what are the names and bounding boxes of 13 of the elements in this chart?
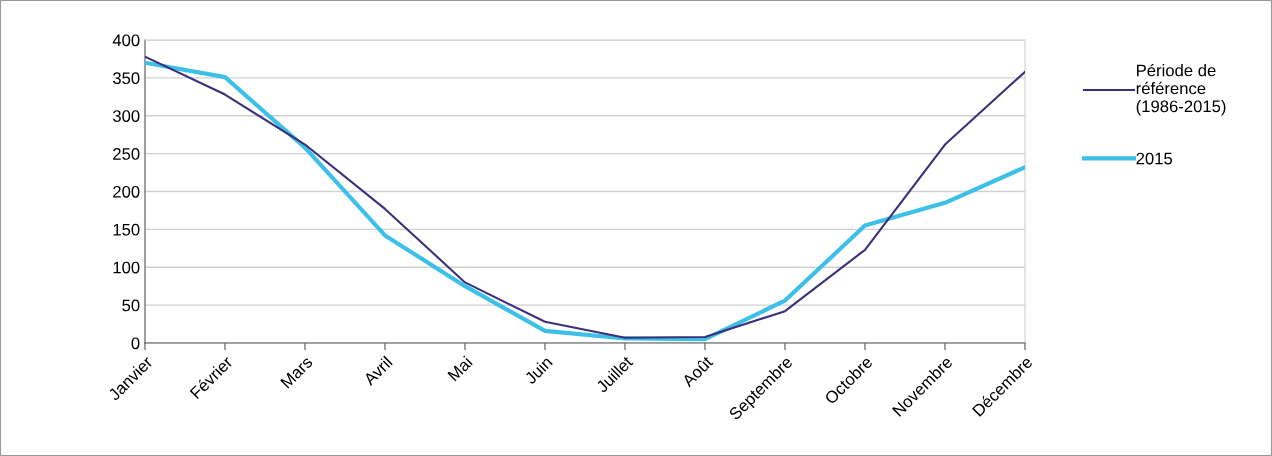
y-tick-label: 300 [112, 110, 140, 122]
y-tick-label: 0 [131, 337, 140, 350]
y-tick-label: 350 [112, 72, 140, 85]
y-tick-label: 100 [113, 261, 140, 274]
legend-label: 2015 [1136, 152, 1173, 165]
y-tick-label: 50 [122, 299, 140, 312]
y-tick-label: 200 [113, 185, 140, 198]
legend-label: Période de référence (1986-2015) [1136, 63, 1226, 116]
y-tick-label: 150 [113, 223, 140, 236]
y-tick-label: 400 [112, 34, 140, 47]
y-tick-label: 250 [113, 148, 140, 160]
x-tick-label: Mai [446, 355, 473, 382]
x-tick-label: Juin [523, 355, 553, 385]
